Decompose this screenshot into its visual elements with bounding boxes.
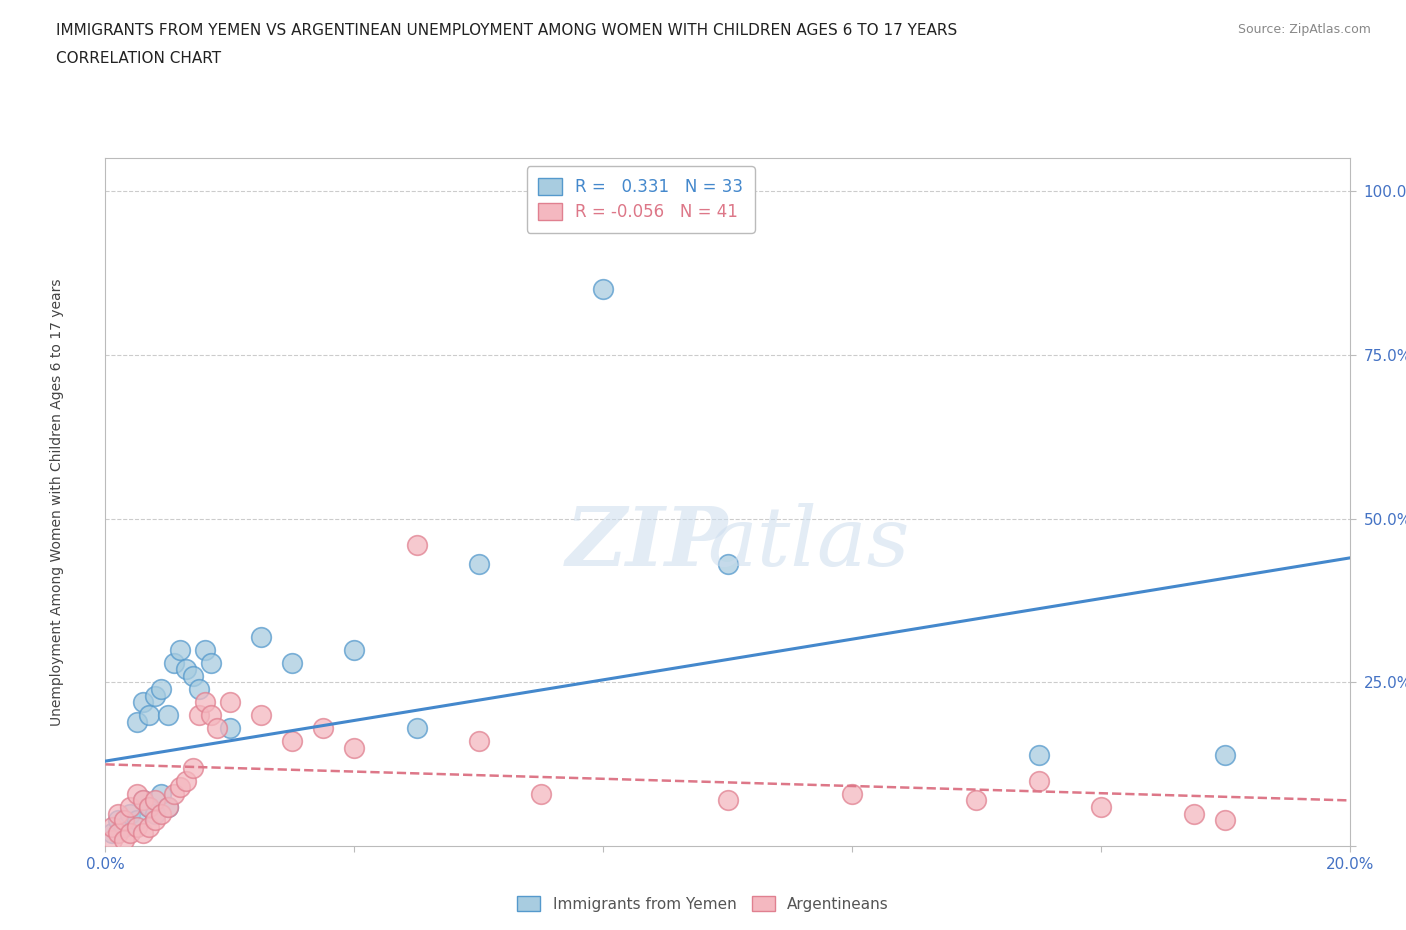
Point	[343, 643, 366, 658]
Point	[281, 656, 304, 671]
Point	[312, 721, 335, 736]
Point	[150, 787, 173, 802]
Point	[112, 832, 135, 847]
Point	[150, 806, 173, 821]
Point	[169, 780, 191, 795]
Point	[143, 806, 166, 821]
Point	[143, 813, 166, 828]
Point	[592, 282, 614, 297]
Point	[1028, 747, 1050, 762]
Point	[132, 695, 155, 710]
Point	[163, 787, 186, 802]
Point	[169, 643, 191, 658]
Text: ZIP: ZIP	[565, 503, 728, 583]
Point	[143, 793, 166, 808]
Point	[207, 721, 229, 736]
Point	[150, 682, 173, 697]
Text: CORRELATION CHART: CORRELATION CHART	[56, 51, 221, 66]
Point	[181, 760, 204, 775]
Point	[281, 734, 304, 749]
Point	[530, 787, 553, 802]
Point	[107, 806, 129, 821]
Point	[156, 800, 179, 815]
Point	[218, 721, 242, 736]
Legend: Immigrants from Yemen, Argentineans: Immigrants from Yemen, Argentineans	[512, 889, 894, 918]
Point	[1182, 806, 1205, 821]
Point	[120, 800, 142, 815]
Point	[120, 806, 142, 821]
Point	[181, 669, 204, 684]
Point	[125, 819, 148, 834]
Point	[132, 793, 155, 808]
Point	[100, 826, 122, 841]
Point	[343, 740, 366, 755]
Point	[218, 695, 242, 710]
Text: atlas: atlas	[707, 503, 910, 583]
Point	[1028, 774, 1050, 789]
Point	[717, 793, 740, 808]
Point	[138, 819, 160, 834]
Point	[467, 557, 489, 572]
Point	[138, 800, 160, 815]
Point	[100, 832, 122, 847]
Y-axis label: Unemployment Among Women with Children Ages 6 to 17 years: Unemployment Among Women with Children A…	[49, 278, 63, 726]
Point	[405, 538, 427, 552]
Point	[107, 826, 129, 841]
Point	[163, 656, 186, 671]
Point	[176, 662, 198, 677]
Point	[187, 682, 209, 697]
Text: IMMIGRANTS FROM YEMEN VS ARGENTINEAN UNEMPLOYMENT AMONG WOMEN WITH CHILDREN AGES: IMMIGRANTS FROM YEMEN VS ARGENTINEAN UNE…	[56, 23, 957, 38]
Point	[200, 708, 222, 723]
Point	[143, 688, 166, 703]
Point	[1215, 813, 1237, 828]
Point	[112, 813, 135, 828]
Point	[250, 629, 273, 644]
Point	[187, 708, 209, 723]
Point	[1215, 747, 1237, 762]
Point	[125, 714, 148, 729]
Point	[467, 734, 489, 749]
Point	[250, 708, 273, 723]
Point	[194, 643, 217, 658]
Point	[156, 708, 179, 723]
Point	[200, 656, 222, 671]
Point	[132, 826, 155, 841]
Legend: R =   0.331   N = 33, R = -0.056   N = 41: R = 0.331 N = 33, R = -0.056 N = 41	[526, 166, 755, 232]
Point	[100, 819, 122, 834]
Point	[841, 787, 863, 802]
Point	[120, 826, 142, 841]
Point	[156, 800, 179, 815]
Point	[1090, 800, 1112, 815]
Text: Source: ZipAtlas.com: Source: ZipAtlas.com	[1237, 23, 1371, 36]
Point	[107, 813, 129, 828]
Point	[717, 557, 740, 572]
Point	[194, 695, 217, 710]
Point	[176, 774, 198, 789]
Point	[132, 793, 155, 808]
Point	[138, 708, 160, 723]
Point	[965, 793, 987, 808]
Point	[125, 787, 148, 802]
Point	[138, 800, 160, 815]
Point	[405, 721, 427, 736]
Point	[112, 819, 135, 834]
Point	[125, 813, 148, 828]
